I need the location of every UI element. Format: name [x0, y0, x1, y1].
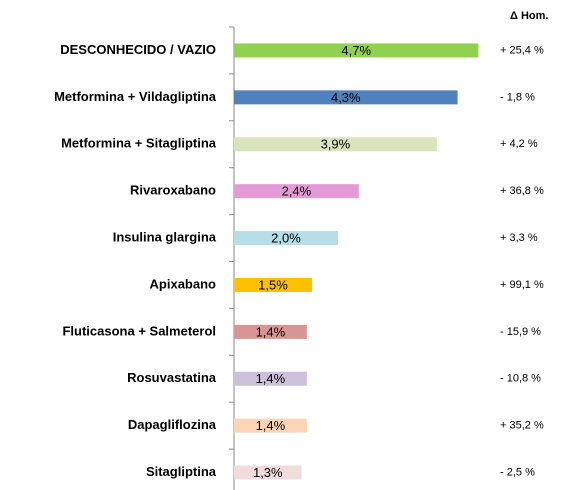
bar — [234, 90, 458, 105]
category-label: DESCONHECIDO / VAZIO — [60, 42, 216, 57]
category-label: Rosuvastatina — [127, 370, 217, 385]
bar — [234, 465, 302, 480]
change-label: + 99,1 % — [500, 279, 544, 291]
bar — [234, 184, 359, 199]
value-label: 1,5% — [258, 277, 288, 292]
value-label: 4,3% — [331, 90, 361, 105]
category-label: Dapagliflozina — [128, 417, 217, 432]
bar — [234, 137, 437, 152]
value-label: 1,3% — [253, 465, 283, 480]
value-label: 1,4% — [256, 324, 286, 339]
category-label: Fluticasona + Salmeterol — [62, 323, 216, 338]
change-label: - 2,5 % — [500, 466, 535, 478]
bar — [234, 231, 338, 246]
change-label: + 4,2 % — [500, 138, 538, 150]
change-label: + 36,8 % — [500, 185, 544, 197]
category-label: Metformina + Vildagliptina — [54, 89, 217, 104]
category-label: Sitagliptina — [146, 464, 217, 479]
value-label: 1,4% — [256, 371, 286, 386]
bar — [234, 43, 479, 58]
change-label: - 1,8 % — [500, 91, 535, 103]
category-label: Metformina + Sitagliptina — [61, 136, 217, 151]
bar — [234, 371, 307, 386]
value-label: 4,7% — [341, 43, 371, 58]
value-label: 2,0% — [271, 230, 301, 245]
change-label: - 15,9 % — [500, 326, 541, 338]
value-label: 2,4% — [282, 184, 312, 199]
category-label: Insulina glargina — [113, 229, 217, 244]
value-label: 1,4% — [256, 418, 286, 433]
value-label: 3,9% — [321, 137, 351, 152]
category-label: Rivaroxabano — [130, 183, 216, 198]
change-label: - 10,8 % — [500, 373, 541, 385]
category-label: Apixabano — [150, 276, 217, 291]
change-label: + 25,4 % — [500, 44, 544, 56]
bar — [234, 418, 307, 433]
change-header: Δ Hom. — [510, 10, 548, 22]
change-label: + 3,3 % — [500, 232, 538, 244]
change-label: + 35,2 % — [500, 420, 544, 432]
bar — [234, 277, 312, 292]
bar — [234, 324, 307, 339]
